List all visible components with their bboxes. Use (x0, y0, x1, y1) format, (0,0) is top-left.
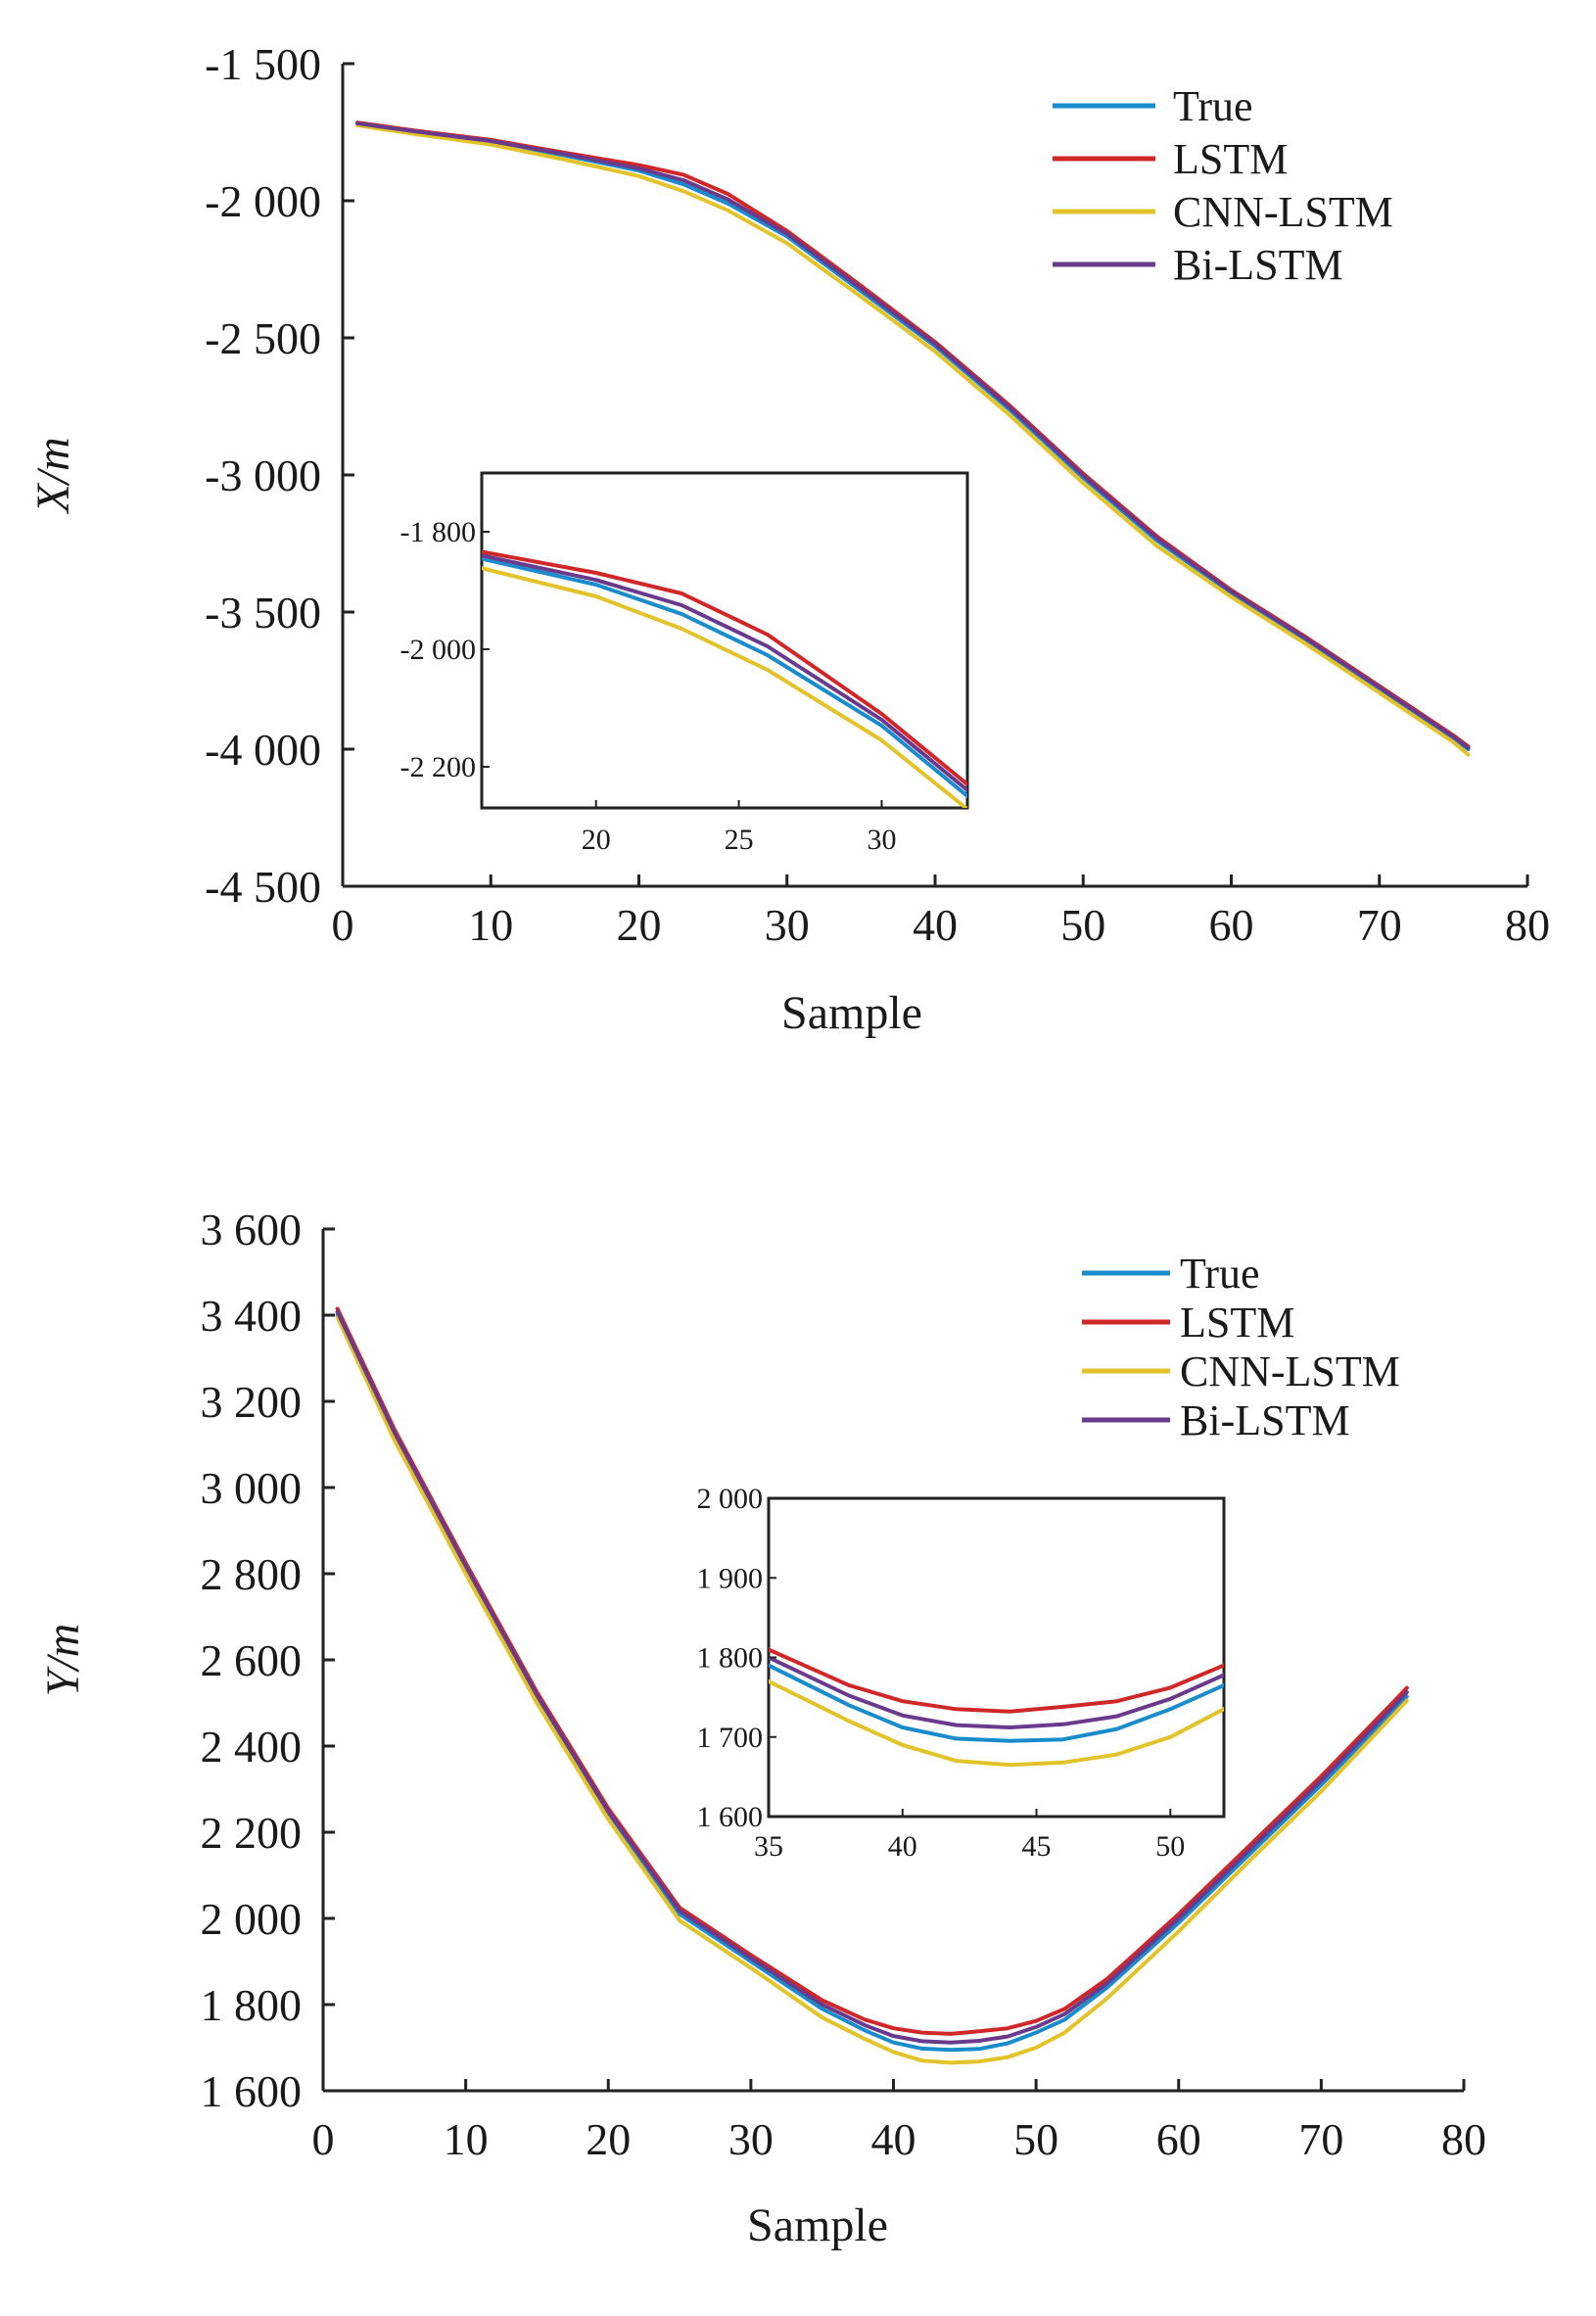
inset-x-tick-label: 35 (754, 1830, 783, 1863)
x-tick-label: 0 (332, 900, 354, 950)
inset-x-tick-label: 30 (867, 824, 896, 856)
series-line-cnn-lstm (355, 123, 1471, 757)
y-tick-label: 3 000 (201, 1463, 303, 1513)
inset-y-tick-label: 1 900 (697, 1562, 764, 1594)
legend-entry: LSTM (1180, 1299, 1294, 1347)
inset-y-tick-label: 1 600 (697, 1801, 764, 1833)
legend-entry: True (1173, 82, 1253, 130)
y-tick-label: 3 400 (201, 1291, 303, 1341)
inset-y-tick-label: 2 000 (697, 1483, 764, 1515)
y-tick-label: 3 200 (201, 1377, 303, 1427)
x-tick-label: 10 (444, 2114, 489, 2164)
legend-entry: True (1180, 1250, 1260, 1298)
y-tick-label: -2 000 (205, 176, 321, 226)
x-axis-label: Sample (781, 987, 922, 1039)
x-tick-label: 40 (871, 2114, 916, 2164)
series-line-bi-lstm (335, 1309, 1409, 2045)
inset-y-tick-label: 1 700 (697, 1722, 764, 1754)
x-tick-label: 30 (765, 900, 810, 950)
x-tick-label: 40 (913, 900, 958, 950)
series-line-bi-lstm (355, 121, 1471, 750)
inset-series-line-cnn-lstm (769, 1678, 1224, 1768)
x-tick-label: 50 (1060, 900, 1105, 950)
x-tick-label: 60 (1156, 2114, 1201, 2164)
y-tick-label: -1 500 (205, 39, 321, 89)
inset-x-tick-label: 20 (582, 824, 611, 856)
inset-lines (769, 1647, 1224, 1768)
x-tick-label: 0 (312, 2114, 335, 2164)
inset-y-tick-label: 1 800 (697, 1642, 764, 1675)
inset-y-tick-label: -1 800 (400, 516, 477, 548)
legend-entry: CNN-LSTM (1173, 188, 1393, 236)
inset-y-tick-label: -2 200 (400, 751, 477, 783)
series-line-cnn-lstm (335, 1315, 1409, 2065)
y-tick-label: -2 500 (205, 313, 321, 363)
x-tick-label: 50 (1013, 2114, 1058, 2164)
inset-x-tick-label: 45 (1022, 1830, 1052, 1863)
legend: True LSTM CNN-LSTM Bi-LSTM (1053, 82, 1393, 289)
x-tick-label: 20 (586, 2114, 631, 2164)
inset-frame (480, 471, 969, 810)
y-tick-label: 1 800 (201, 1980, 303, 2030)
y-tick-label: -3 500 (205, 588, 321, 638)
x-tick-label: 10 (468, 900, 513, 950)
y-tick-label: 2 200 (201, 1808, 303, 1858)
inset-series-line-lstm (769, 1647, 1224, 1714)
x-tick-label: 30 (728, 2114, 774, 2164)
y-axis-label: Y/m (37, 1624, 89, 1697)
y-tick-label: 2 800 (201, 1549, 303, 1599)
y-tick-label: 1 600 (201, 2066, 303, 2116)
inset-x-tick-label: 40 (888, 1830, 917, 1863)
inset-y-tick-label: -2 000 (400, 634, 477, 666)
y-tick-label: -4 000 (205, 725, 321, 775)
inset-series-line-bi-lstm (769, 1655, 1224, 1729)
chart-2: 0 10 20 30 40 50 60 70 80 1 600 1 800 2 000 2 200 2 4… (37, 1205, 1486, 2251)
x-tick-label: 80 (1441, 2114, 1486, 2164)
y-tick-label: -3 000 (205, 450, 321, 500)
x-tick-label: 70 (1298, 2114, 1343, 2164)
y-tick-label: 2 400 (201, 1722, 303, 1772)
x-tick-label: 20 (617, 900, 662, 950)
x-tick-label: 70 (1357, 900, 1402, 950)
inset-x-tick-label: 25 (725, 824, 754, 856)
y-tick-label: 3 600 (201, 1205, 303, 1254)
legend-entry: Bi-LSTM (1173, 241, 1343, 289)
y-tick-label: 2 600 (201, 1635, 303, 1685)
x-tick-label: 80 (1505, 900, 1550, 950)
x-tick-label: 60 (1209, 900, 1254, 950)
inset-x-tick-label: 50 (1155, 1830, 1185, 1863)
legend-entry: CNN-LSTM (1180, 1347, 1400, 1395)
y-tick-label: -4 500 (205, 862, 321, 912)
chart-1: 0 10 20 30 40 50 60 70 80 -1 500 -2 000 -2 500 -3 00… (27, 39, 1550, 1039)
y-tick-label: 2 000 (201, 1894, 303, 1944)
x-axis-label: Sample (747, 2199, 888, 2251)
inset-frame (767, 1496, 1226, 1819)
inset: 20 25 30 -1 800 -2 000 -2 200 (400, 471, 969, 856)
y-axis-label: X/m (27, 437, 79, 514)
legend-entry: LSTM (1173, 135, 1288, 183)
inset-series-line-true (769, 1663, 1224, 1743)
legend-entry: Bi-LSTM (1180, 1396, 1350, 1444)
inset: 35 40 45 50 1 600 1 700 1 800 1 900 2 000 (697, 1483, 1226, 1863)
